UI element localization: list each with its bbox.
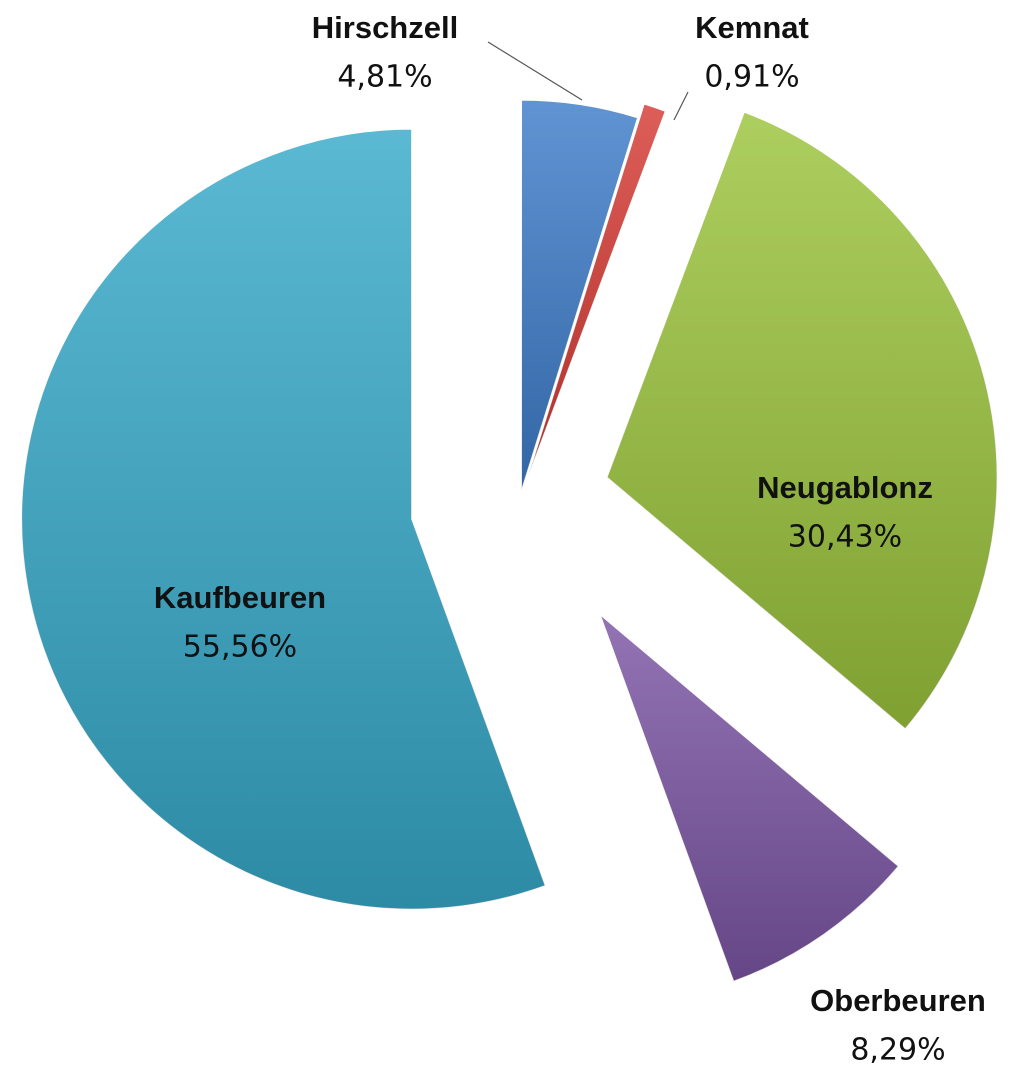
slice-name: Oberbeuren (810, 983, 986, 1018)
slice-value: 55,56% (183, 630, 297, 665)
slice-shade (600, 614, 899, 982)
slice-shade (521, 100, 638, 491)
slice-name: Kemnat (695, 10, 809, 45)
leader-line (673, 91, 689, 121)
slice-value: 30,43% (788, 520, 902, 555)
slice-value: 0,91% (704, 60, 799, 95)
slice-shade (528, 104, 666, 477)
slice-name: Neugablonz (757, 470, 933, 505)
slice-value: 8,29% (850, 1033, 945, 1068)
slice-value: 4,81% (337, 60, 432, 95)
slice-name: Kaufbeuren (154, 580, 326, 615)
slice-shade (607, 112, 998, 729)
slice-name: Hirschzell (312, 10, 458, 45)
slice-shade (21, 129, 546, 910)
leader-line (487, 41, 583, 101)
